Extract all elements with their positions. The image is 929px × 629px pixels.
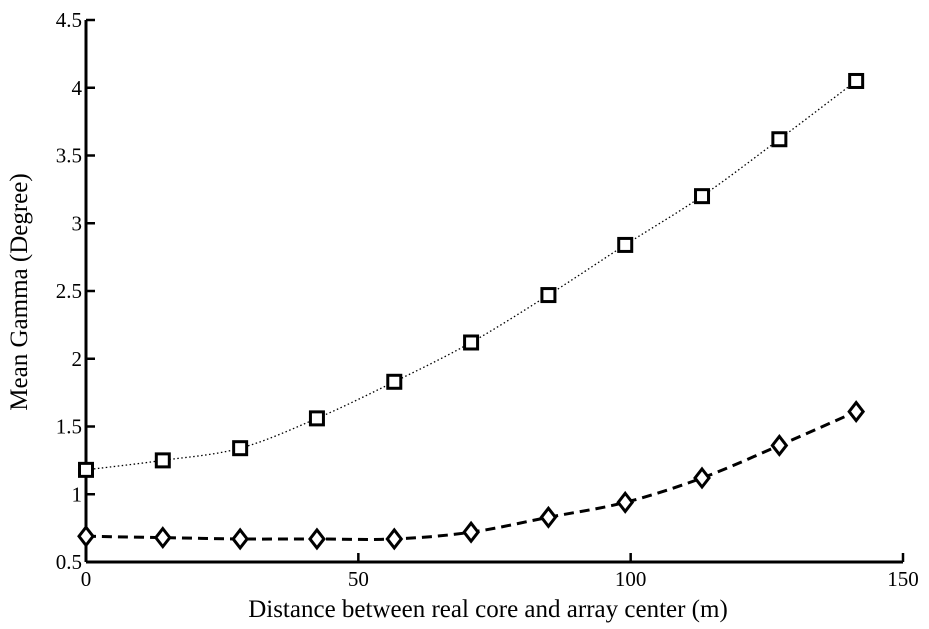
series-2-diamond-marker (462, 520, 480, 544)
series-2-diamond-marker (616, 490, 635, 514)
series-1-square-marker (386, 373, 403, 390)
axes: 0 50 100 150 0.5 1 1.5 2 2.5 3 3.5 4 4.5 (56, 8, 919, 591)
series-markers (77, 72, 866, 551)
y-tick-label: 2 (72, 347, 83, 371)
y-tick-label: 2.5 (56, 279, 82, 303)
series-2-diamond-marker (539, 505, 558, 529)
series-2-diamond-marker (385, 527, 404, 551)
series-1-square-marker (154, 452, 171, 469)
x-tick-label: 0 (81, 567, 92, 591)
series-1-square-marker (540, 287, 557, 304)
series-2-line (85, 410, 857, 541)
y-axis-title: Mean Gamma (Degree) (6, 173, 33, 410)
series-1-line (85, 80, 857, 471)
series-1-square-marker (308, 410, 325, 427)
series-1-square-marker (694, 188, 711, 205)
x-tick-label: 150 (887, 567, 919, 591)
series-2-diamond-marker (153, 526, 172, 550)
series-2-diamond-marker (77, 524, 95, 548)
series-2-diamond-marker (770, 434, 789, 457)
series-2-diamond-marker (308, 527, 326, 551)
y-tick-label: 4.5 (56, 8, 82, 32)
y-tick-label: 3 (72, 211, 83, 235)
y-tick-label: 1 (72, 482, 83, 506)
x-tick-label: 100 (615, 567, 647, 591)
y-tick-label: 3.5 (56, 144, 82, 168)
series-1-square-marker (78, 461, 94, 478)
series-2-diamond-marker (847, 400, 866, 424)
series-lines (85, 80, 857, 541)
x-tick-label: 50 (348, 567, 369, 591)
series-2-diamond-marker (693, 466, 711, 490)
series-1-square-marker (617, 236, 634, 253)
y-tick-label: 1.5 (56, 415, 82, 439)
x-axis-title: Distance between real core and array cen… (248, 596, 728, 623)
series-1-square-marker (771, 131, 788, 148)
series-2-diamond-marker (231, 527, 250, 551)
y-tick-label: 0.5 (56, 550, 82, 574)
series-1-square-marker (232, 440, 249, 457)
series-1-square-marker (848, 72, 865, 89)
y-tick-label: 4 (72, 76, 83, 100)
series-1-square-marker (463, 334, 480, 351)
